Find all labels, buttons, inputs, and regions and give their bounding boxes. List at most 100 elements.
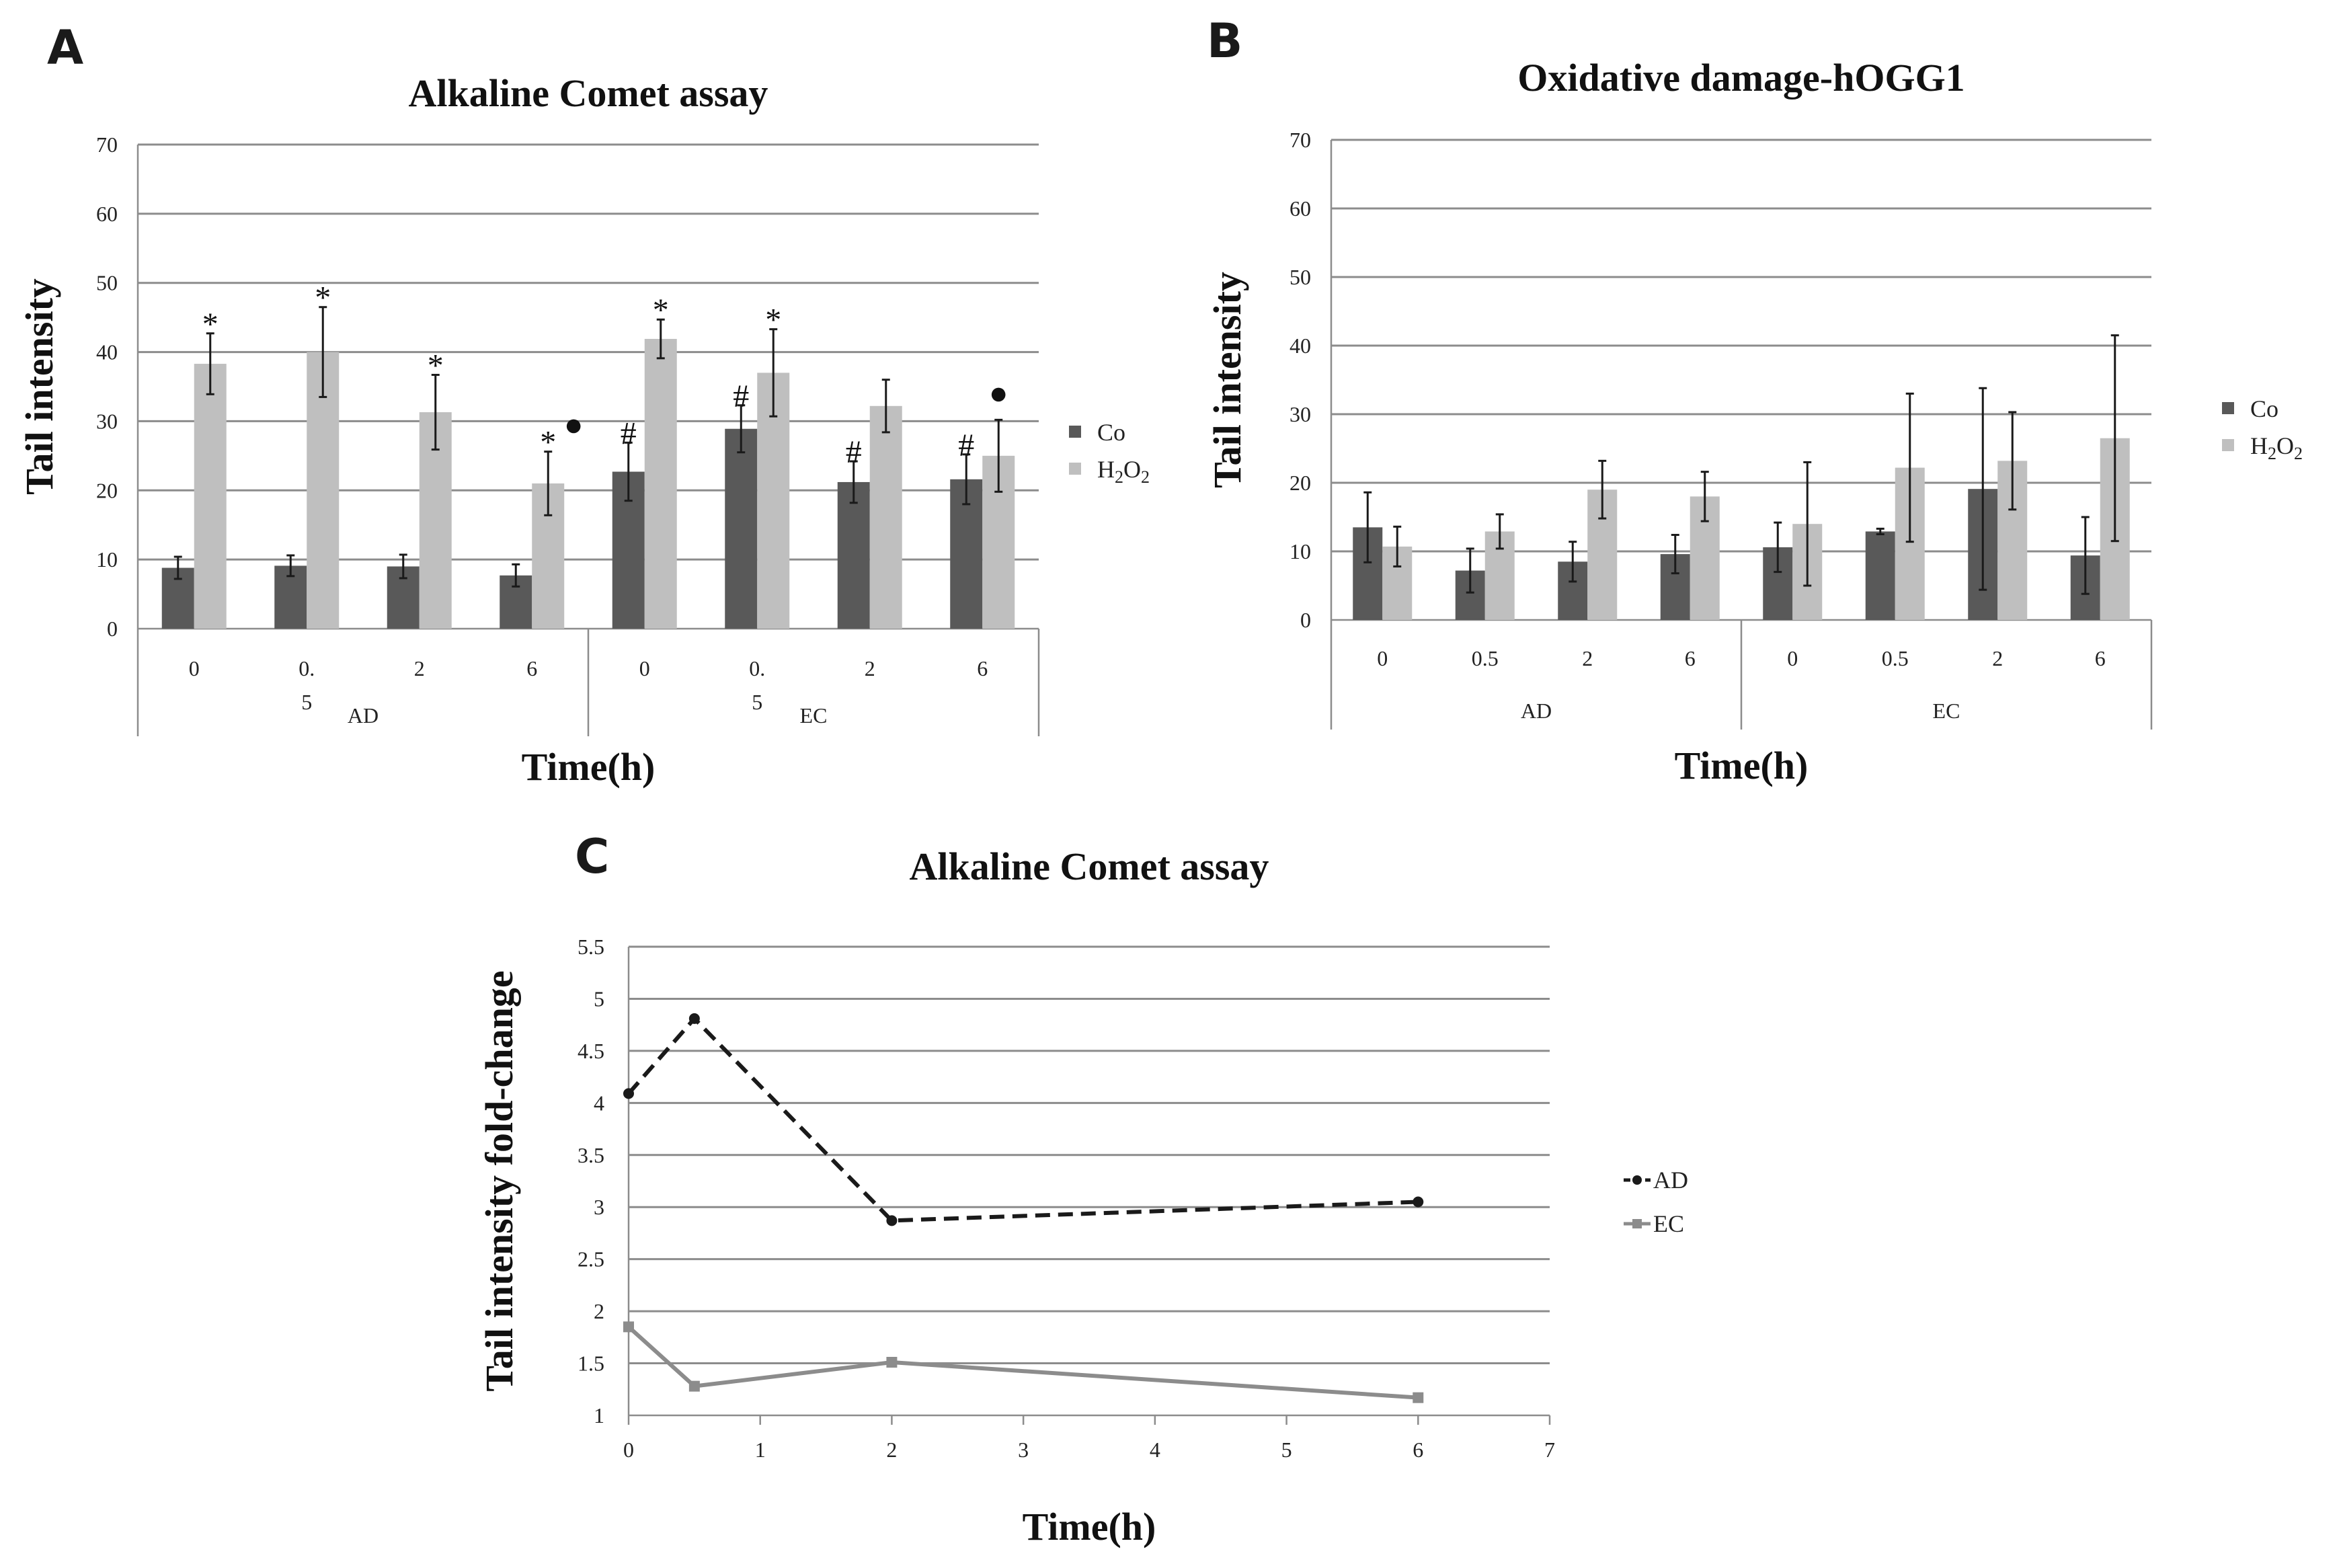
y-tick-label: 0 bbox=[1300, 608, 1311, 632]
y-tick-label: 70 bbox=[1289, 128, 1311, 152]
x-tick-label: 4 bbox=[1150, 1438, 1160, 1462]
bar-h2o2 bbox=[644, 339, 677, 629]
x-tick-label: 1 bbox=[755, 1438, 766, 1462]
legend-label-co: Co bbox=[2250, 395, 2278, 422]
group-label: EC bbox=[1933, 699, 1960, 723]
y-tick-label: 4.5 bbox=[578, 1039, 604, 1063]
x-tick-label: 0 bbox=[623, 1438, 634, 1462]
y-tick-label: 2 bbox=[594, 1299, 604, 1323]
significance-marker: * bbox=[428, 348, 444, 384]
x-tick-label: 6 bbox=[1413, 1438, 1423, 1462]
legend-label-h2o2: H2O2 bbox=[1097, 456, 1150, 487]
x-axis-title: Time(h) bbox=[1023, 1505, 1156, 1549]
x-axis-title: Time(h) bbox=[1675, 744, 1809, 787]
x-tick-label: 7 bbox=[1544, 1438, 1555, 1462]
y-axis-title: Tail intensity bbox=[17, 278, 61, 495]
group-label: AD bbox=[1521, 699, 1552, 723]
y-tick-label: 10 bbox=[96, 547, 118, 572]
x-tick-label: 0 bbox=[1377, 646, 1388, 670]
x-tick-label: 0 bbox=[1787, 646, 1798, 670]
y-axis-title: Tail intensity bbox=[1205, 272, 1249, 488]
bar-h2o2 bbox=[194, 364, 227, 629]
x-tick-label: 6 bbox=[526, 656, 537, 680]
legend-swatch-co bbox=[2222, 402, 2234, 414]
y-tick-label: 1 bbox=[594, 1403, 604, 1427]
x-tick-label: 6 bbox=[1685, 646, 1696, 670]
legend-label-ad: AD bbox=[1653, 1167, 1688, 1193]
bar-h2o2 bbox=[869, 405, 902, 629]
significance-marker: * bbox=[202, 307, 219, 342]
y-axis-title: Tail intensity fold-change bbox=[477, 970, 521, 1391]
chart-title: Alkaline Comet assay bbox=[910, 845, 1269, 888]
x-axis-title: Time(h) bbox=[522, 745, 656, 789]
y-tick-label: 20 bbox=[96, 478, 118, 502]
chart-panel-c: C Alkaline Comet assay 1 1.5 2 2.5 3 3.5 4 4.5 5 5.… bbox=[477, 829, 1688, 1549]
y-tick-label: 5 bbox=[594, 986, 604, 1011]
x-tick-label: 2 bbox=[1582, 646, 1593, 670]
x-tick-label: 3 bbox=[1018, 1438, 1029, 1462]
legend-swatch-co bbox=[1069, 426, 1081, 438]
significance-dot: ● bbox=[564, 407, 584, 443]
x-tick-label: 5 bbox=[1281, 1438, 1292, 1462]
y-tick-label: 2.5 bbox=[578, 1247, 604, 1271]
significance-marker: * bbox=[315, 280, 331, 316]
series-line-ad bbox=[627, 1015, 1419, 1223]
chart-title: Alkaline Comet assay bbox=[409, 71, 768, 115]
group-label: EC bbox=[800, 703, 828, 728]
y-tick-label: 30 bbox=[1289, 402, 1311, 426]
panel-letter: A bbox=[47, 20, 83, 75]
y-tick-label: 50 bbox=[96, 271, 118, 295]
y-tick-label: 5.5 bbox=[578, 935, 604, 959]
y-tick-label: 1.5 bbox=[578, 1351, 604, 1376]
significance-marker: * bbox=[765, 303, 781, 338]
data-point-ec bbox=[886, 1357, 898, 1368]
y-tick-label: 0 bbox=[107, 617, 118, 641]
legend-swatch-h2o2 bbox=[2222, 439, 2234, 451]
bar-co bbox=[1865, 531, 1895, 620]
significance-dot: ● bbox=[989, 375, 1008, 411]
y-tick-label: 10 bbox=[1289, 539, 1311, 563]
y-tick-label: 50 bbox=[1289, 265, 1311, 289]
legend-label-h2o2: H2O2 bbox=[2250, 432, 2303, 463]
legend-label-ec: EC bbox=[1653, 1210, 1684, 1237]
y-tick-label: 40 bbox=[96, 340, 118, 364]
panel-letter: B bbox=[1207, 13, 1242, 69]
chart-title: Oxidative damage-hOGG1 bbox=[1517, 56, 1965, 100]
y-tick-label: 70 bbox=[96, 132, 118, 157]
y-tick-label: 60 bbox=[1289, 196, 1311, 221]
data-point-ad bbox=[886, 1215, 898, 1226]
y-tick-label: 3 bbox=[594, 1195, 604, 1219]
y-tick-label: 60 bbox=[96, 202, 118, 226]
data-point-ec bbox=[1413, 1392, 1424, 1403]
bar-co bbox=[837, 481, 870, 629]
legend-swatch-h2o2 bbox=[1069, 463, 1081, 475]
y-tick-label: 30 bbox=[96, 409, 118, 433]
x-tick-label: 6 bbox=[977, 656, 988, 680]
significance-marker: * bbox=[540, 425, 556, 461]
significance-marker: # bbox=[621, 416, 637, 451]
bar-h2o2 bbox=[307, 352, 340, 629]
x-tick-label: 0 bbox=[639, 656, 650, 680]
data-point-ec bbox=[688, 1380, 700, 1392]
legend-label-co: Co bbox=[1097, 419, 1125, 446]
y-tick-label: 4 bbox=[594, 1091, 604, 1115]
y-tick-label: 20 bbox=[1289, 471, 1311, 495]
significance-marker: # bbox=[958, 428, 974, 463]
legend-marker-ec bbox=[1632, 1219, 1642, 1228]
x-tick-label: 2 bbox=[886, 1438, 897, 1462]
data-point-ad bbox=[688, 1013, 700, 1024]
y-tick-label: 40 bbox=[1289, 334, 1311, 358]
x-tick-label: 0 bbox=[189, 656, 200, 680]
panel-letter: C bbox=[575, 829, 609, 884]
data-point-ec bbox=[623, 1321, 634, 1333]
x-tick-label: 2 bbox=[414, 656, 425, 680]
significance-marker: # bbox=[846, 434, 862, 470]
legend-marker-ad bbox=[1632, 1175, 1642, 1185]
x-tick-label: 6 bbox=[2095, 646, 2106, 670]
series-line-ec bbox=[627, 1325, 1419, 1400]
x-tick-label: 2 bbox=[865, 656, 875, 680]
x-tick-label: 0.5 bbox=[1882, 646, 1909, 670]
data-point-ad bbox=[1413, 1196, 1424, 1208]
